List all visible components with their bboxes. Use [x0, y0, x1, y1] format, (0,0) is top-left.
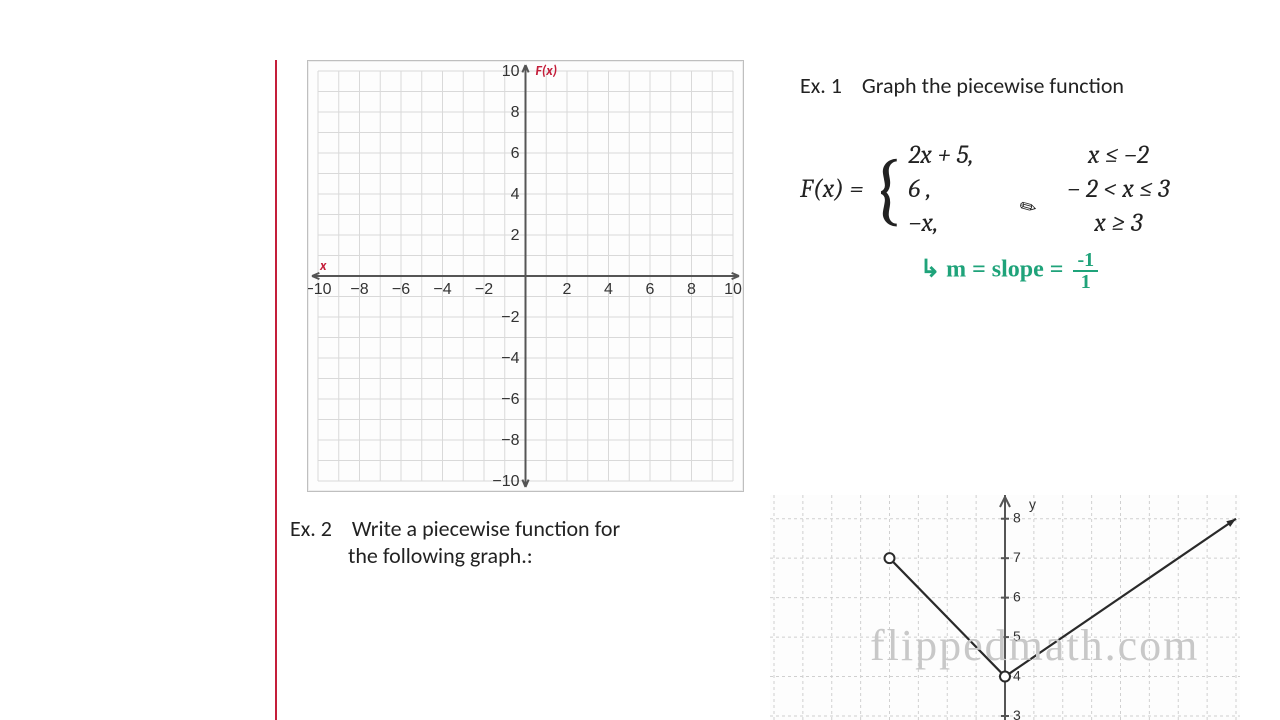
svg-text:−2: −2	[475, 281, 493, 298]
svg-text:5: 5	[1013, 628, 1021, 644]
svg-text:8: 8	[687, 281, 696, 298]
fn-expr: 6 ,	[908, 174, 1028, 204]
svg-text:3: 3	[1013, 707, 1021, 720]
graph-ex1-svg: −10 −8 −6 −4 −2 2 4 6 8 10 −10 −8 −6 −4 −2 2 4 6 8 10 F(x) x	[308, 61, 743, 491]
svg-text:6: 6	[1013, 589, 1021, 605]
svg-text:−10: −10	[308, 281, 332, 298]
ex2-prefix: Ex. 2	[290, 515, 332, 542]
svg-text:−8: −8	[501, 432, 519, 449]
brace-icon: {	[871, 149, 902, 229]
svg-text:−2: −2	[501, 309, 519, 326]
svg-text:8: 8	[511, 104, 520, 121]
svg-text:10: 10	[502, 63, 520, 80]
left-margin-line	[275, 60, 277, 720]
fn-cond: x ≥ 3	[1028, 208, 1208, 238]
ex1-prefix: Ex. 1	[800, 72, 842, 99]
svg-text:7: 7	[1013, 549, 1021, 565]
ex2-line1: Write a piecewise function for	[352, 515, 620, 542]
frac-den: 1	[1077, 272, 1095, 292]
fn-row: −x, x ≥ 3	[908, 208, 1208, 238]
arrow-icon: ↳	[920, 257, 940, 283]
graph-ex2: 345678y	[770, 495, 1240, 720]
svg-text:8: 8	[1013, 510, 1021, 526]
svg-text:−10: −10	[492, 473, 519, 490]
ex2-line2: the following graph.:	[290, 542, 620, 569]
svg-text:−6: −6	[501, 391, 519, 408]
page: −10 −8 −6 −4 −2 2 4 6 8 10 −10 −8 −6 −4 −2 2 4 6 8 10 F(x) x …	[0, 0, 1280, 720]
fn-expr: 2x + 5,	[908, 140, 1028, 170]
ex1-title-block: Ex. 1 Graph the piecewise function	[800, 72, 1124, 99]
svg-text:10: 10	[724, 281, 742, 298]
fn-row: 2x + 5, x ≤ −2	[908, 140, 1208, 170]
annotation-text: m = slope =	[946, 257, 1063, 283]
fn-row: 6 , − 2 < x ≤ 3	[908, 174, 1208, 204]
svg-text:−8: −8	[350, 281, 368, 298]
svg-text:x: x	[319, 257, 327, 274]
svg-text:y: y	[1029, 496, 1036, 512]
svg-text:4: 4	[511, 186, 520, 203]
graph-ex1-grid: −10 −8 −6 −4 −2 2 4 6 8 10 −10 −8 −6 −4 −2 2 4 6 8 10 F(x) x	[307, 60, 744, 492]
piecewise-function: F(x) = { 2x + 5, x ≤ −2 6 , − 2 < x ≤ 3 …	[800, 140, 1208, 238]
frac-num: -1	[1073, 250, 1098, 272]
fn-cond: − 2 < x ≤ 3	[1028, 174, 1208, 204]
ex1-title-text: Graph the piecewise function	[862, 72, 1124, 99]
svg-text:−4: −4	[501, 350, 519, 367]
fraction: -1 1	[1073, 250, 1098, 292]
svg-text:2: 2	[563, 281, 572, 298]
graph-ex2-svg: 345678y	[770, 495, 1240, 720]
svg-text:−4: −4	[433, 281, 451, 298]
svg-text:−6: −6	[392, 281, 410, 298]
fn-rows: 2x + 5, x ≤ −2 6 , − 2 < x ≤ 3 −x, x ≥ 3	[908, 140, 1208, 238]
fn-expr: −x,	[908, 208, 1028, 238]
svg-text:F(x): F(x)	[536, 62, 558, 79]
svg-text:2: 2	[511, 227, 520, 244]
ex2-block: Ex. 2 Write a piecewise function for the…	[290, 515, 620, 569]
fn-lhs: F(x) =	[800, 174, 863, 204]
svg-text:6: 6	[646, 281, 655, 298]
handwritten-annotation: ↳ m = slope = -1 1	[920, 250, 1098, 292]
svg-text:6: 6	[511, 145, 520, 162]
svg-text:4: 4	[604, 281, 613, 298]
fn-cond: x ≤ −2	[1028, 140, 1208, 170]
